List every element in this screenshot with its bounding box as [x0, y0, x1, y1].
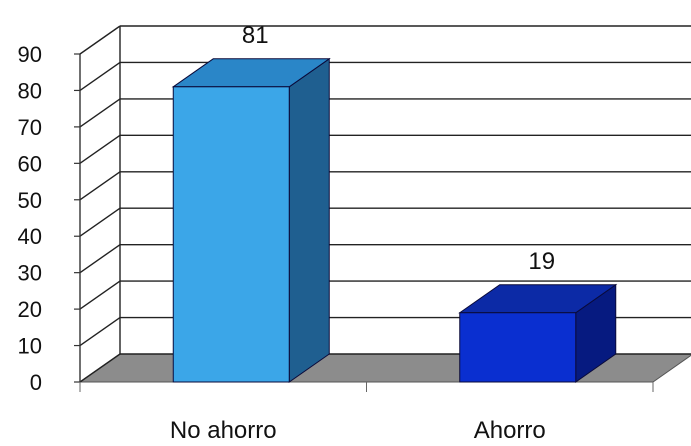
category-label: No ahorro	[170, 417, 277, 444]
gridline-side	[79, 25, 121, 55]
gridline-side	[79, 61, 121, 92]
data-labels: 81 19	[242, 22, 555, 275]
y-tick-label: 50	[18, 188, 42, 213]
bar-1	[458, 283, 618, 383]
y-axis: 0 10 20 30 40 50 60 70 80 90	[18, 42, 654, 395]
data-label: 81	[242, 22, 269, 49]
gridline-side	[79, 316, 121, 347]
y-tick-label: 90	[18, 42, 42, 67]
category-label: Ahorro	[474, 417, 546, 444]
y-tick-label: 80	[18, 78, 42, 103]
gridline-side	[79, 134, 121, 164]
bar-front	[172, 86, 290, 383]
bar-side	[288, 57, 330, 383]
gridline-side	[79, 207, 121, 237]
category-labels: No ahorro Ahorro	[170, 417, 546, 444]
y-tick-label: 0	[30, 370, 42, 395]
bars	[171, 57, 618, 383]
bar-front	[459, 312, 577, 383]
gridline-side	[79, 244, 121, 274]
gridline-side	[79, 171, 121, 201]
y-tick-label: 10	[18, 334, 42, 359]
y-tick-label: 20	[18, 297, 42, 322]
y-tick-label: 40	[18, 224, 42, 249]
data-label: 19	[528, 248, 555, 275]
gridline-side	[79, 280, 121, 310]
y-tick-label: 60	[18, 151, 42, 176]
bar-0	[171, 57, 331, 383]
gridline-side	[79, 98, 121, 128]
y-tick-label: 30	[18, 261, 42, 286]
y-tick-label: 70	[18, 115, 42, 140]
gridline-side	[79, 353, 121, 383]
